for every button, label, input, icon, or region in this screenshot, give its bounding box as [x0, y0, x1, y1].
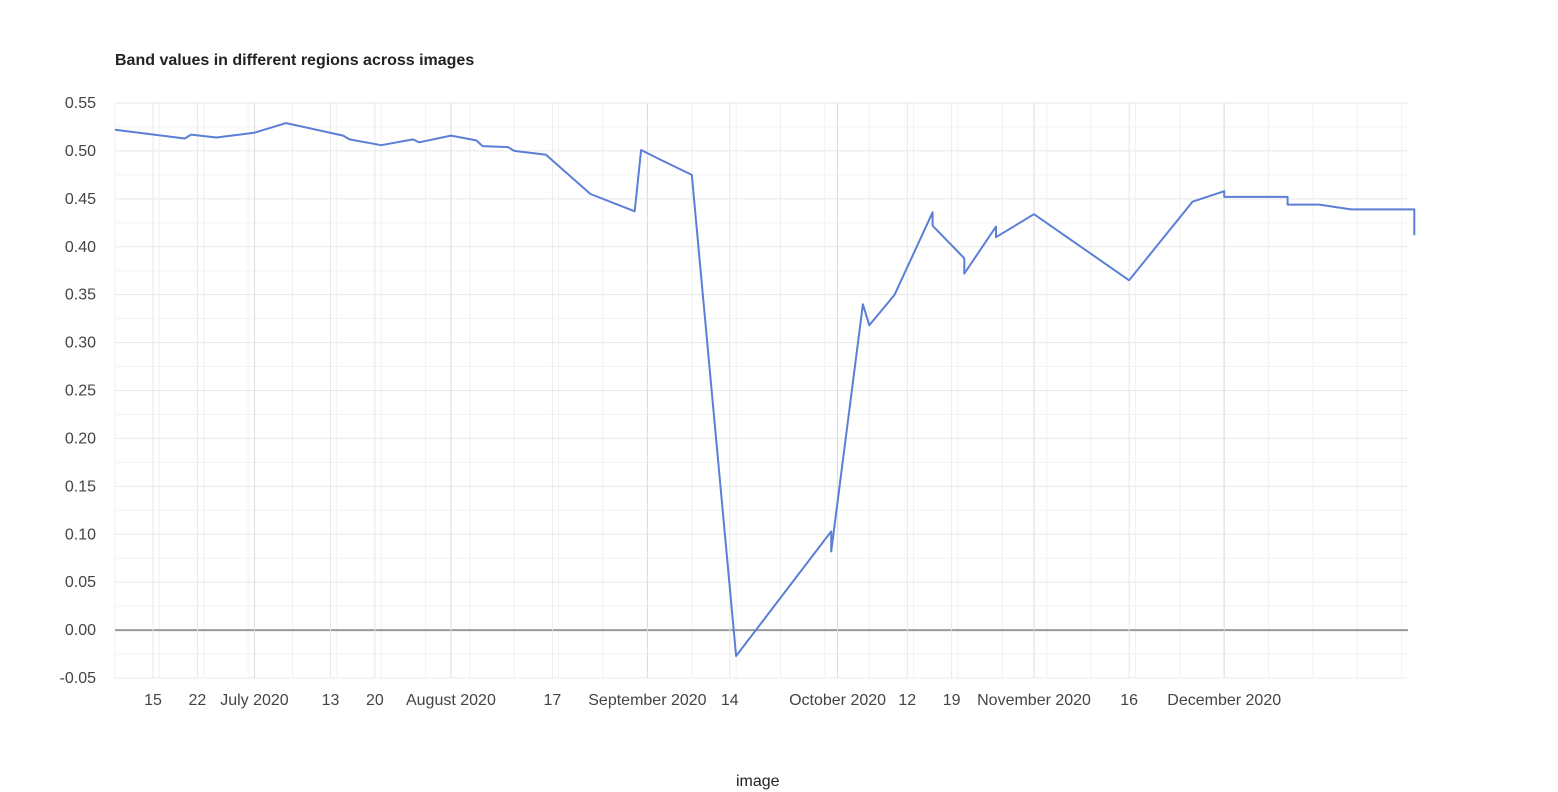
y-tick-label: 0.00 [65, 622, 96, 639]
y-tick-label: -0.05 [60, 670, 97, 687]
x-tick-label: September 2020 [588, 692, 706, 709]
x-tick-label: November 2020 [977, 692, 1091, 709]
major-gridlines [115, 102, 1408, 679]
y-tick-label: 0.10 [65, 526, 96, 543]
x-tick-label: 22 [188, 692, 206, 709]
x-tick-label: 20 [366, 692, 384, 709]
x-axis-title: image [736, 773, 780, 790]
y-tick-label: 0.35 [65, 287, 96, 304]
y-tick-label: 0.55 [65, 95, 96, 112]
x-tick-label: 16 [1120, 692, 1138, 709]
x-tick-label: 19 [943, 692, 961, 709]
x-tick-label: 12 [898, 692, 916, 709]
x-tick-label: October 2020 [789, 692, 886, 709]
y-tick-label: 0.40 [65, 239, 96, 256]
x-tick-label: December 2020 [1167, 692, 1281, 709]
y-tick-label: 0.20 [65, 430, 96, 447]
x-tick-label: 15 [144, 692, 162, 709]
y-axis: 0.55 0.50 0.45 0.40 0.35 0.30 0.25 0.20 0.15 0.10… [60, 95, 97, 687]
y-tick-label: 0.45 [65, 191, 96, 208]
x-tick-label: August 2020 [406, 692, 496, 709]
y-tick-label: 0.50 [65, 143, 96, 160]
series-line-1[interactable] [114, 122, 1416, 657]
y-tick-label: 0.25 [65, 383, 96, 400]
x-tick-label: 14 [721, 692, 739, 709]
y-tick-label: 0.30 [65, 335, 96, 352]
x-tick-label: July 2020 [220, 692, 289, 709]
series-layer [114, 122, 1416, 657]
y-tick-label: 0.05 [65, 574, 96, 591]
x-axis: 15 22 July 2020 13 20 August 2020 17 September … [144, 692, 1281, 709]
x-tick-label: 17 [543, 692, 561, 709]
x-tick-label: 13 [322, 692, 340, 709]
chart-title: Band values in different regions across … [115, 52, 475, 69]
y-tick-label: 0.15 [65, 478, 96, 495]
